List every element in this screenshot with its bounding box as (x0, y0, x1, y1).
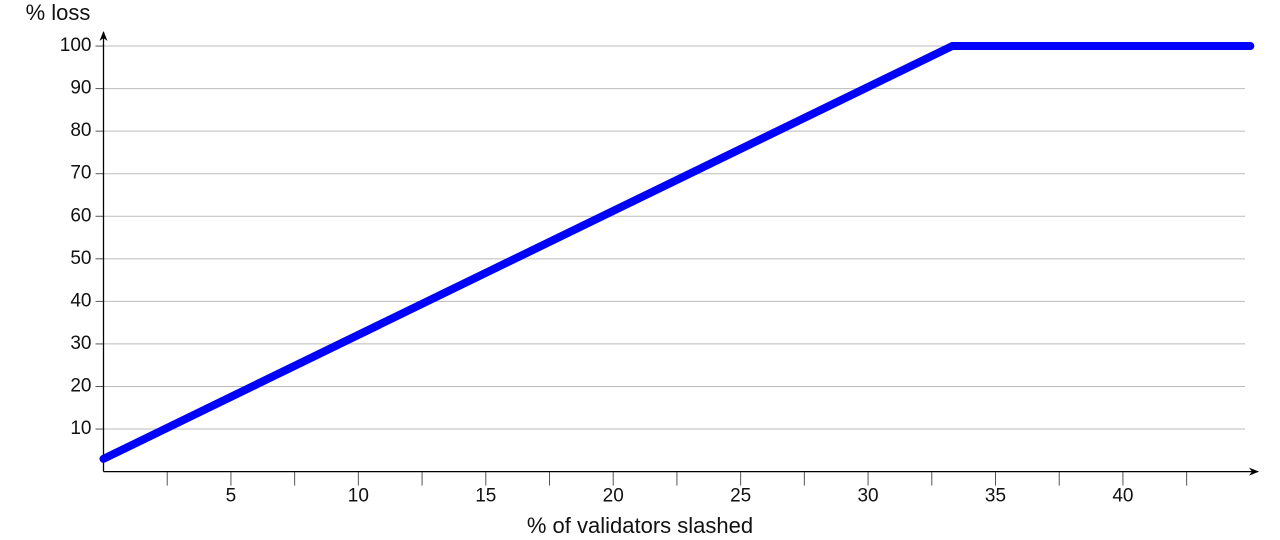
x-tick-label: 20 (603, 486, 624, 507)
y-tick-label: 60 (70, 205, 91, 226)
x-tick-label: 25 (730, 486, 751, 507)
y-tick-label: 70 (70, 163, 91, 184)
y-tick-label: 50 (70, 248, 91, 269)
data-line (99, 42, 1255, 463)
y-tick-label: 40 (70, 290, 91, 311)
x-axis-label: % of validators slashed (527, 513, 753, 538)
y-tick-label: 30 (70, 333, 91, 354)
x-tick-label: 15 (475, 486, 496, 507)
x-tick-label: 30 (857, 486, 878, 507)
y-tick-label: 10 (70, 418, 91, 439)
y-tick-label: 20 (70, 376, 91, 397)
x-tick-label: 10 (348, 486, 369, 507)
x-tick-label: 35 (985, 486, 1006, 507)
x-tick-label: 40 (1112, 486, 1133, 507)
y-axis-label: % loss (26, 0, 91, 25)
y-tick-label: 90 (70, 78, 91, 99)
x-tick-label: 5 (226, 486, 237, 507)
y-tick-label: 80 (70, 120, 91, 141)
y-tick-label: 100 (60, 35, 92, 56)
